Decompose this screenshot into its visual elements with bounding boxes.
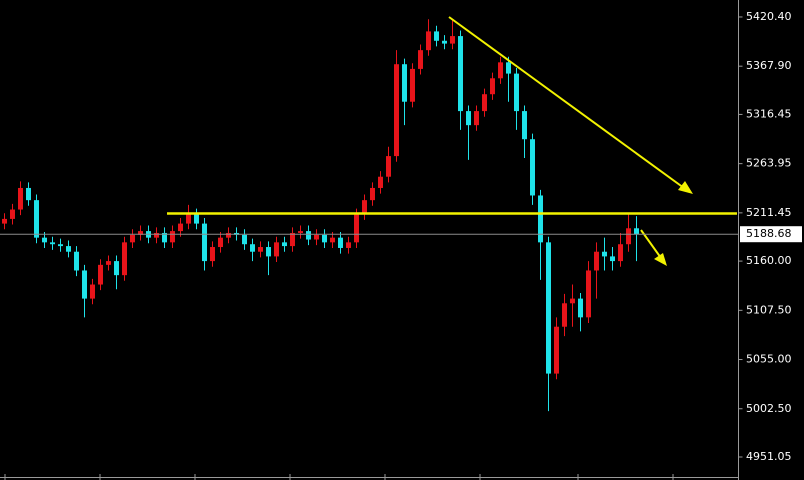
drawings [167,16,737,266]
candle-body [18,187,23,210]
candle-body [466,111,471,126]
candle-body [362,200,367,215]
last-price-label: 5188.68 [746,227,792,240]
candle-body [274,242,279,257]
candle-body [514,73,519,112]
candle-body [242,234,247,245]
y-tick-label: 5263.95 [746,157,792,170]
y-tick-label: 5107.50 [746,303,792,316]
candle-body [314,234,319,240]
y-tick-label: 5055.00 [746,353,792,366]
candle-body [490,78,495,95]
candle-body [210,247,215,262]
candle-body [186,214,191,224]
y-tick-label: 5160.00 [746,254,792,267]
candle-body [538,195,543,243]
candle-body [618,244,623,262]
candle-body [178,223,183,232]
time-ticks [4,474,674,480]
candle-body [450,36,455,44]
candle-body [626,228,631,245]
candle-body [474,111,479,126]
candle-body [34,200,39,238]
candle-body [586,270,591,318]
y-tick-label: 5367.90 [746,59,792,72]
candle-body [58,244,63,247]
candle-body [378,176,383,188]
candle-body [290,232,295,247]
candle-body [282,242,287,247]
candle-body [602,251,607,257]
candle-body [122,242,127,276]
y-tick-label: 5420.40 [746,10,792,23]
candle-body [2,218,7,224]
candle-body [258,247,263,252]
candle-body [610,256,615,262]
candle-body [130,234,135,243]
candle-body [82,270,87,299]
candle-body [250,244,255,252]
candle-body [322,234,327,243]
candle-body [402,64,407,102]
candle-body [506,62,511,74]
candle-body [330,237,335,243]
candle-body [410,68,415,102]
candle-body [194,214,199,224]
y-tick-label: 4951.05 [746,450,792,463]
candle-body [298,231,303,233]
candle-body [354,214,359,243]
candle-body [226,232,231,238]
y-tick-label: 5002.50 [746,402,792,415]
candle-body [42,237,47,243]
candle-body [546,242,551,374]
candle-body [338,237,343,248]
candle-body [26,187,31,201]
candle-body [634,228,639,235]
candle-body [66,246,71,252]
y-tick-label: 5211.45 [746,206,792,219]
candle-body [482,94,487,112]
trend-arrow [448,16,685,189]
candle-body [426,31,431,51]
candle-body [98,264,103,285]
arrow-head [678,181,693,194]
candle-body [114,261,119,276]
candle-body [458,36,463,112]
candle-body [442,40,447,44]
y-tick-label: 5316.45 [746,107,792,120]
candle-body [370,187,375,201]
candle-body [162,232,167,243]
candle-body [10,209,15,219]
candle-body [90,284,95,299]
candle-body [418,50,423,69]
candle-body [266,247,271,257]
candle-body [154,232,159,238]
candle-body [594,251,599,271]
candle-body [138,231,143,235]
candle-body [202,223,207,262]
candle-body [434,31,439,41]
candle-body [346,242,351,248]
candle-body [498,62,503,79]
last-price-box [740,226,802,243]
candle-body [306,231,311,240]
candle-body [570,298,575,304]
candle-body [218,237,223,248]
candle-body [170,231,175,243]
candle-body [554,326,559,374]
candle-body [530,139,535,196]
candle-body [386,156,391,177]
candle-body [50,242,55,245]
candle-body [106,261,111,265]
candle-body [74,251,79,271]
candle-body [562,303,567,327]
candle-body [522,111,527,140]
arrow-head [654,253,667,266]
candle-body [578,298,583,318]
candles [2,19,639,412]
candle-body [394,64,399,157]
